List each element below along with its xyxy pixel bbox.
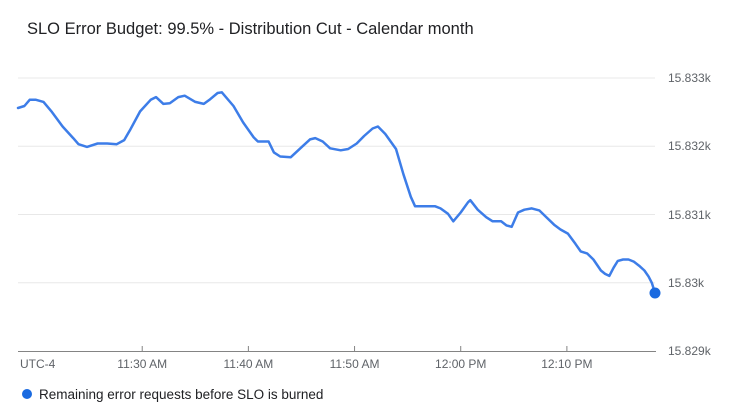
- legend-item[interactable]: Remaining error requests before SLO is b…: [22, 385, 323, 403]
- x-axis-tick-label: 11:30 AM: [117, 357, 168, 371]
- y-axis-tick-label: 15.832k: [668, 139, 711, 154]
- y-axis-tick-label: 15.829k: [668, 344, 711, 358]
- series-end-point-marker: [649, 287, 661, 299]
- x-axis-tick-label: 11:50 AM: [329, 357, 380, 371]
- y-axis-tick-label: 15.83k: [668, 275, 705, 290]
- y-axis-tick-label: 15.833k: [668, 71, 711, 85]
- series-line: [16, 91, 657, 295]
- legend-series-label: Remaining error requests before SLO is b…: [39, 386, 324, 402]
- x-axis-tick-label: 12:10 PM: [541, 357, 593, 371]
- x-axis-tick-label: 11:40 AM: [223, 357, 274, 371]
- y-axis-tick-label: 15.831k: [668, 207, 711, 222]
- chart-title: SLO Error Budget: 99.5% - Distribution C…: [27, 20, 474, 38]
- x-axis-tick-label: 12:00 PM: [435, 357, 487, 371]
- x-axis-timezone-label: UTC-4: [20, 357, 56, 371]
- legend-series-dot-icon: [22, 389, 32, 399]
